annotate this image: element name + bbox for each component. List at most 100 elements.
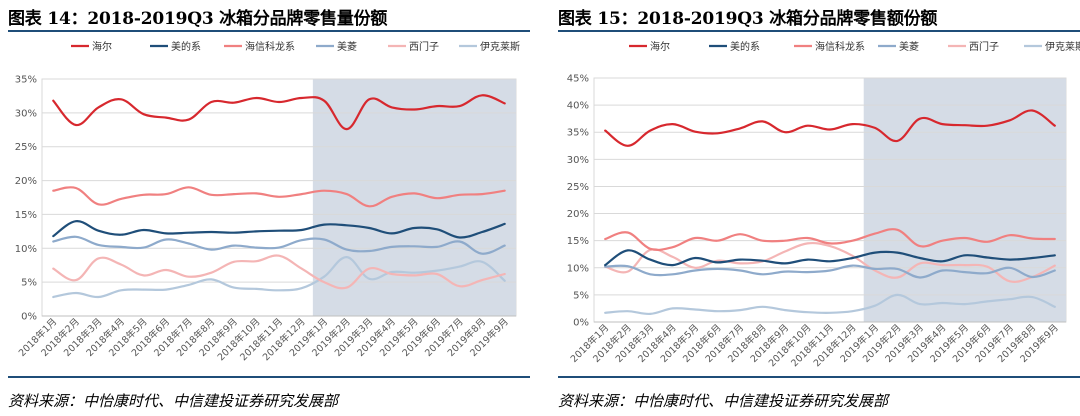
data-point [784,240,786,242]
data-point [829,261,831,263]
data-point [369,206,371,208]
y-tick-label: 45% [567,74,589,85]
data-point [897,229,899,231]
data-point [256,247,258,249]
data-point [165,269,167,271]
data-point [459,237,461,239]
data-point [627,250,629,252]
data-point [604,130,606,132]
data-point [53,190,55,192]
data-point [481,279,483,281]
series-line [52,220,506,239]
data-point [604,312,606,314]
data-point [1009,281,1011,283]
y-tick-label: 30% [567,155,589,166]
data-point [120,290,122,292]
y-tick-label: 20% [15,176,37,187]
figure-14-chart: 0% 5% 10% 15% 20% 25% 30% 35% 2018年1月 2018年2月 2018… [0,32,530,374]
legend-label: 美菱 [337,40,357,53]
data-point [233,245,235,247]
data-point [346,225,348,227]
data-point [1009,259,1011,261]
data-point [233,261,235,263]
data-point [1032,110,1034,112]
data-point [323,276,325,278]
y-tick-label: 10% [567,263,589,274]
data-point [649,274,651,276]
data-point [739,233,741,235]
data-point [165,239,167,241]
data-point [481,261,483,263]
data-point [942,123,944,125]
data-point [143,194,145,196]
figure-15-top-rule [558,30,1080,32]
data-point [369,250,371,252]
y-tick-label: 5% [21,278,37,289]
figure-14-panel: 图表 14：2018-2019Q3 冰箱分品牌零售量份额 0% 5% 10% 15% 2… [0,0,530,416]
y-tick-label: 20% [567,209,589,220]
data-point [1009,234,1011,236]
data-point [987,241,989,243]
data-point [1054,255,1056,257]
data-point [504,190,506,192]
data-point [762,306,764,308]
data-point [481,231,483,233]
shaded-2019-region [863,78,1066,322]
data-point [987,257,989,259]
data-point [897,268,899,270]
data-point [897,277,899,279]
data-point [1054,265,1056,267]
data-point [414,193,416,195]
data-point [717,310,719,312]
data-point [165,233,167,235]
data-point [1032,238,1034,240]
data-point [942,302,944,304]
data-point [459,194,461,196]
data-point [504,223,506,225]
legend-label: 美的系 [730,40,760,53]
data-point [1009,298,1011,300]
data-point [75,124,77,126]
data-point [762,274,764,276]
data-point [829,312,831,314]
data-point [323,224,325,226]
data-point [143,289,145,291]
data-point [1054,125,1056,127]
data-point [919,277,921,279]
data-point [762,121,764,123]
data-point [481,253,483,255]
data-point [165,117,167,119]
data-point [1009,267,1011,269]
data-point [188,232,190,234]
data-point [459,285,461,287]
y-tick-label: 40% [567,101,589,112]
data-point [964,271,966,273]
data-point [256,288,258,290]
data-point [278,196,280,198]
data-point [98,107,100,109]
data-point [459,241,461,243]
data-point [414,109,416,111]
data-point [874,233,876,235]
figure-15-source: 资料来源：中怡康时代、中信建投证券研究发展部 [558,392,889,410]
data-point [346,249,348,251]
legend-label: 海信科龙系 [815,40,865,53]
data-point [784,131,786,133]
data-point [369,99,371,101]
legend-label: 伊克莱斯 [480,40,520,53]
data-point [627,271,629,273]
data-point [188,187,190,189]
figure-14-title: 图表 14：2018-2019Q3 冰箱分品牌零售量份额 [8,9,388,29]
data-point [211,249,213,251]
figure-15-chart: 0% 5% 10% 15% 20% 25% 30% 35% 40% 45% 2018年1月 2018年… [550,32,1080,374]
data-point [143,275,145,277]
data-point [829,270,831,272]
series-line [604,109,1056,147]
data-point [987,272,989,274]
shaded-2019-region [312,79,516,316]
figure-14-top-rule [8,30,530,32]
data-point [919,245,921,247]
data-point [120,234,122,236]
series-line [604,264,1056,279]
data-point [459,266,461,268]
